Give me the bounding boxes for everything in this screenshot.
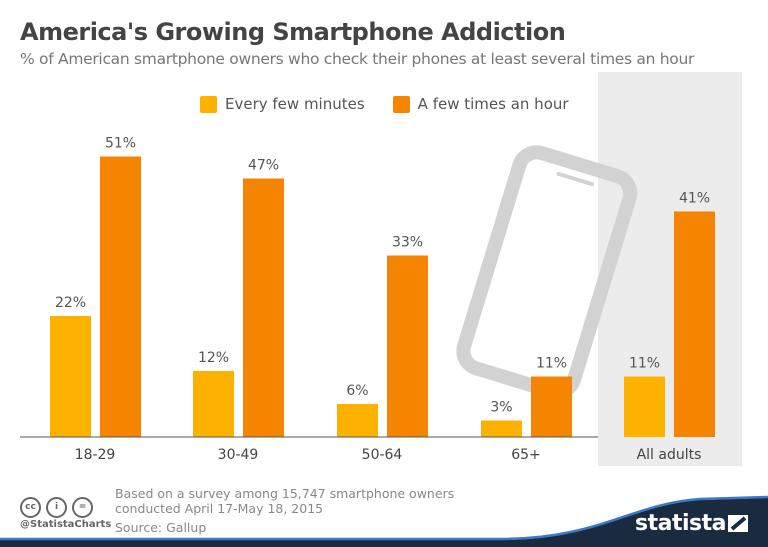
- data-label: 6%: [346, 383, 368, 399]
- source-note: Source: Gallup: [115, 520, 207, 535]
- highlight-background: [598, 72, 742, 466]
- footer-accent-line: [0, 495, 768, 541]
- category-label: 65+: [511, 447, 541, 463]
- footer-band: [0, 498, 768, 547]
- bar-All adults-every-few-minutes: [624, 376, 665, 437]
- legend-item-every-few-minutes: Every few minutes: [200, 95, 365, 113]
- legend-item-few-times-hour: A few times an hour: [392, 95, 569, 113]
- data-label: 12%: [198, 350, 229, 366]
- legend-label: A few times an hour: [417, 95, 569, 113]
- category-label: 18-29: [75, 447, 116, 463]
- bar-All adults-few-times-hour: [674, 211, 715, 437]
- statista-logo-slash: [730, 516, 747, 531]
- data-label: 11%: [629, 356, 660, 372]
- bar-18-29-few-times-hour: [100, 156, 141, 437]
- bar-65+-every-few-minutes: [481, 420, 522, 437]
- data-label: 51%: [105, 136, 136, 152]
- survey-note-line1: Based on a survey among 15,747 smartphon…: [115, 486, 455, 501]
- bar-30-49-few-times-hour: [243, 178, 284, 437]
- legend: Every few minutes A few times an hour: [200, 95, 569, 113]
- chart-title: America's Growing Smartphone Addiction: [20, 18, 566, 46]
- category-label: All adults: [637, 447, 702, 463]
- bar-50-64-few-times-hour: [387, 255, 428, 437]
- chart-subtitle: % of American smartphone owners who chec…: [20, 50, 695, 68]
- bar-18-29-every-few-minutes: [50, 316, 91, 437]
- data-label: 22%: [55, 295, 86, 311]
- phone-illustration-icon: [456, 145, 638, 400]
- twitter-handle: @StatistaCharts: [20, 519, 112, 530]
- data-label: 3%: [490, 400, 512, 416]
- legend-label: Every few minutes: [225, 95, 365, 113]
- category-label: 30-49: [218, 447, 259, 463]
- data-label: 47%: [248, 158, 279, 174]
- bar-30-49-every-few-minutes: [193, 371, 234, 437]
- bar-50-64-every-few-minutes: [337, 404, 378, 437]
- data-label: 33%: [392, 235, 423, 251]
- survey-note-line2: conducted April 17-May 18, 2015: [115, 501, 324, 516]
- legend-swatch: [392, 95, 410, 113]
- data-label: 41%: [679, 191, 710, 207]
- bar-65+-few-times-hour: [531, 376, 572, 437]
- statista-logo[interactable]: statista: [635, 511, 726, 536]
- legend-swatch: [200, 95, 217, 113]
- no-derivatives-icon: =: [72, 497, 93, 518]
- attribution-icon: i: [46, 497, 67, 518]
- category-label: 50-64: [362, 447, 403, 463]
- cc-icon: cc: [20, 497, 41, 518]
- data-label: 11%: [536, 356, 567, 372]
